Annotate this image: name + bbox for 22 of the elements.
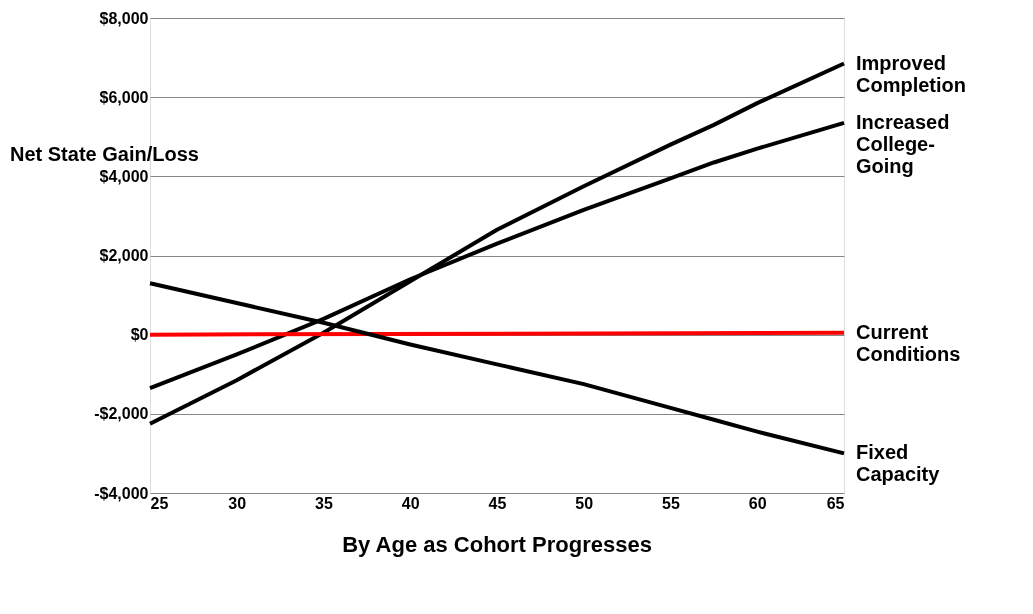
x-tick-label: 50 xyxy=(575,494,594,512)
series-label: Increased College-Going xyxy=(856,110,950,177)
x-axis-title: By Age as Cohort Progresses xyxy=(342,532,652,557)
series-label: Current Conditions xyxy=(856,320,961,365)
y-tick-label: -$4,000 xyxy=(94,484,149,502)
y-tick-label: $8,000 xyxy=(99,9,149,27)
y-axis-title: Net State Gain/Loss xyxy=(10,143,199,165)
series-label: Fixed Capacity xyxy=(856,441,941,486)
x-tick-label: 65 xyxy=(826,494,845,512)
x-tick-label: 60 xyxy=(748,494,767,512)
x-tick-label: 30 xyxy=(228,494,247,512)
y-tick-label: -$2,000 xyxy=(94,405,149,423)
y-tick-label: $4,000 xyxy=(99,167,149,185)
x-tick-label: 55 xyxy=(662,494,680,512)
y-tick-label: $2,000 xyxy=(99,247,149,264)
x-tick-label: 25 xyxy=(150,494,169,512)
x-tick-label: 35 xyxy=(315,494,333,512)
x-tick-label: 40 xyxy=(401,494,420,512)
series-label: Improved Completion xyxy=(856,51,966,96)
y-tick-label: $0 xyxy=(130,326,149,344)
y-tick-label: $6,000 xyxy=(99,88,149,106)
x-tick-label: 45 xyxy=(488,494,507,512)
